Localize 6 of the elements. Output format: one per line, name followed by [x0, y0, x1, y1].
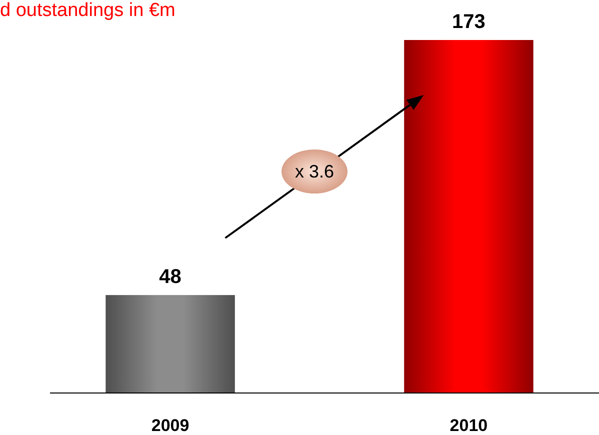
data-label: 173 [452, 11, 486, 33]
x-tick-label: 2009 [151, 416, 190, 435]
chart-title: d outstandings in €m [0, 0, 176, 21]
x-tick-label: 2010 [450, 416, 488, 435]
annotation: x 3.6 [294, 162, 334, 182]
data-label: 48 [159, 266, 182, 288]
